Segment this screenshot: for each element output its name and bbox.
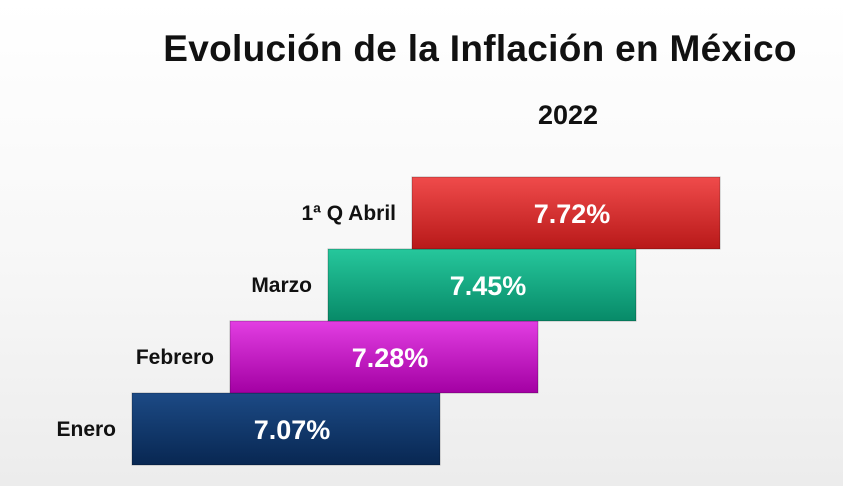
bar-marzo <box>327 248 637 322</box>
chart-title: Evolución de la Inflación en México <box>163 28 797 69</box>
bar-value-label: 7.72% <box>534 199 611 229</box>
bar-value-label: 7.07% <box>254 415 331 445</box>
bar-febrero <box>229 320 539 394</box>
bar-value-label: 7.45% <box>450 271 527 301</box>
bar-1-q-abril <box>411 176 721 250</box>
category-label: Febrero <box>136 346 214 369</box>
category-label: Enero <box>56 418 116 441</box>
category-label: Marzo <box>251 274 312 297</box>
chart-subtitle: 2022 <box>537 100 599 130</box>
bar-value-label: 7.28% <box>352 343 429 373</box>
category-label: 1ª Q Abril <box>301 202 396 225</box>
bar-enero <box>131 392 441 466</box>
